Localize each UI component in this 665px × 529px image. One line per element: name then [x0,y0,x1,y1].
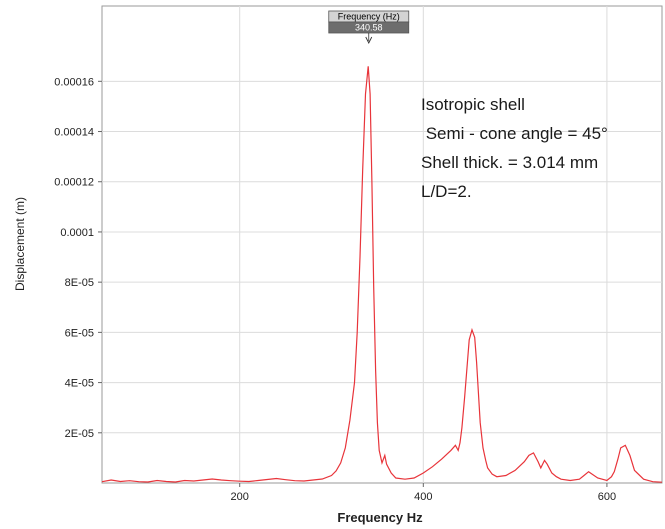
marker-title: Frequency (Hz) [338,12,400,22]
y-tick-label: 0.0001 [60,227,94,239]
x-axis-ticks: 200 400 600 [231,483,616,503]
annotation-line-1: Isotropic shell [421,95,525,114]
annotation-box: Isotropic shell Semi - cone angle = 45° … [421,95,608,201]
marker-arrow-icon [365,36,373,45]
grid [102,6,662,483]
y-tick-label: 2E-05 [65,428,94,440]
y-tick-label: 8E-05 [65,277,94,289]
frequency-marker[interactable]: Frequency (Hz) 340.58 [328,10,410,45]
y-axis-title: Displacement (m) [13,197,27,291]
y-tick-label: 4E-05 [65,378,94,390]
y-tick-label: 6E-05 [65,327,94,339]
marker-value: 340.58 [355,23,383,33]
y-tick-label: 0.00012 [54,177,94,189]
x-axis-title: Frequency Hz [337,510,423,525]
annotation-line-4: L/D=2. [421,182,472,201]
y-tick-label: 0.00016 [54,76,94,88]
x-tick-label: 600 [598,491,616,503]
series-line-displacement [101,66,663,483]
y-axis-ticks: 2E-05 4E-05 6E-05 8E-05 0.0001 0.00012 0.00014… [54,76,102,440]
annotation-line-3: Shell thick. = 3.014 mm [421,153,598,172]
annotation-line-2: Semi - cone angle = 45° [421,124,608,143]
plot-area [101,5,663,484]
x-tick-label: 200 [231,491,249,503]
y-tick-label: 0.00014 [54,127,94,139]
x-tick-label: 400 [414,491,432,503]
